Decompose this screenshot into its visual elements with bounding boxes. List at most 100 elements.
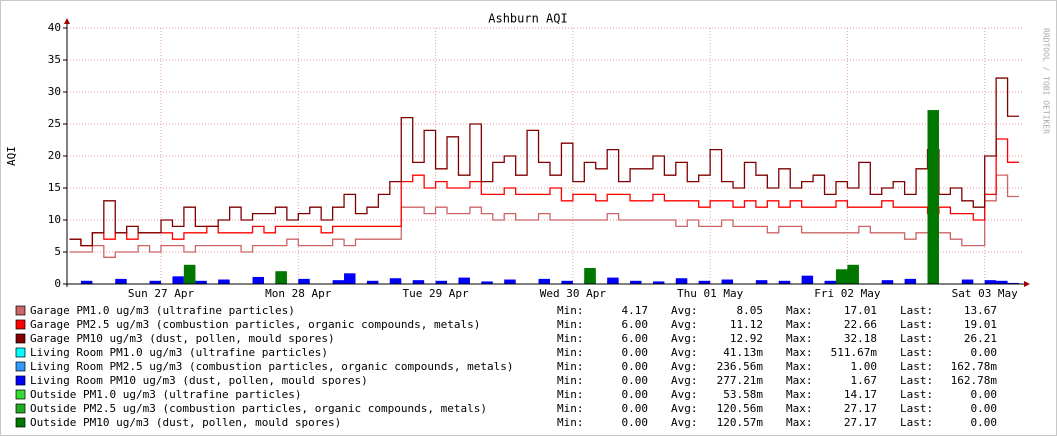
stat-label: Min: bbox=[557, 332, 584, 345]
stat-label: Avg: bbox=[671, 346, 698, 359]
stat-label: Avg: bbox=[671, 402, 698, 415]
stat-label: Last: bbox=[900, 304, 933, 317]
area-bar bbox=[458, 277, 470, 284]
stat-label: Min: bbox=[557, 360, 584, 373]
stat-value: 14.17 bbox=[844, 388, 877, 401]
area-bar bbox=[218, 279, 230, 284]
legend-swatch bbox=[15, 361, 26, 372]
y-tick-label: 10 bbox=[48, 213, 61, 226]
legend-swatch bbox=[15, 347, 26, 358]
legend-label: Garage PM1.0 ug/m3 (ultrafine particles) bbox=[30, 304, 295, 317]
stat-label: Max: bbox=[786, 374, 813, 387]
legend-swatch bbox=[15, 305, 26, 316]
stat-value: 8.05 bbox=[737, 304, 764, 317]
area-bar bbox=[755, 280, 768, 284]
stat-value: 27.17 bbox=[844, 416, 877, 429]
stat-value: 0.00 bbox=[622, 402, 649, 415]
legend-label: Living Room PM1.0 ug/m3 (ultrafine parti… bbox=[30, 346, 328, 359]
axes bbox=[64, 18, 1030, 287]
area-bar bbox=[149, 280, 162, 284]
stat-label: Avg: bbox=[671, 318, 698, 331]
area-bar bbox=[412, 280, 425, 284]
legend-label: Living Room PM2.5 ug/m3 (combustion part… bbox=[30, 360, 513, 373]
stat-label: Max: bbox=[786, 346, 813, 359]
stat-value: 0.00 bbox=[622, 374, 649, 387]
area-bar bbox=[824, 280, 836, 284]
series-line bbox=[69, 174, 1020, 258]
stat-value: 511.67m bbox=[831, 346, 878, 359]
area-bar bbox=[389, 278, 402, 284]
area-bar bbox=[961, 279, 974, 284]
chart-title: Ashburn AQI bbox=[488, 12, 567, 26]
area-bar bbox=[298, 278, 310, 284]
stat-label: Max: bbox=[786, 416, 813, 429]
area-bar bbox=[80, 280, 93, 284]
stat-value: 26.21 bbox=[964, 332, 997, 345]
stat-label: Max: bbox=[786, 360, 813, 373]
stat-value: 1.00 bbox=[851, 360, 878, 373]
stat-value: 0.00 bbox=[622, 346, 649, 359]
x-tick-label: Thu 01 May bbox=[677, 287, 744, 300]
area-bar bbox=[721, 279, 734, 284]
stat-label: Last: bbox=[900, 346, 933, 359]
y-tick-label: 0 bbox=[54, 277, 61, 290]
stat-label: Last: bbox=[900, 388, 933, 401]
area-bar bbox=[538, 278, 550, 284]
area-bar bbox=[172, 276, 184, 284]
stat-value: 236.56m bbox=[717, 360, 764, 373]
legend-label: Garage PM10 ug/m3 (dust, pollen, mould s… bbox=[30, 332, 335, 345]
x-tick-label: Fri 02 May bbox=[814, 287, 881, 300]
series-line bbox=[69, 138, 1020, 247]
stat-value: 0.00 bbox=[622, 360, 649, 373]
area-bar bbox=[801, 275, 814, 284]
legend-swatch bbox=[15, 403, 26, 414]
area-bar bbox=[675, 278, 688, 284]
stat-value: 22.66 bbox=[844, 318, 877, 331]
y-tick-label: 20 bbox=[48, 149, 61, 162]
stat-value: 277.21m bbox=[717, 374, 764, 387]
x-tick-label: Sat 03 May bbox=[952, 287, 1019, 300]
stat-value: 41.13m bbox=[723, 346, 763, 359]
area-bar bbox=[630, 280, 642, 284]
y-tick-label: 25 bbox=[48, 117, 61, 130]
area-bar bbox=[344, 273, 356, 284]
area-bar bbox=[835, 269, 848, 284]
area-bar bbox=[252, 276, 264, 284]
area-bar bbox=[904, 278, 917, 284]
stat-value: 17.01 bbox=[844, 304, 877, 317]
x-tick-label: Wed 30 Apr bbox=[540, 287, 607, 300]
stat-value: 12.92 bbox=[730, 332, 763, 345]
stat-value: 27.17 bbox=[844, 402, 877, 415]
y-axis-arrow bbox=[64, 18, 70, 24]
area-bar bbox=[561, 280, 573, 284]
area-bar bbox=[778, 280, 791, 284]
stat-value: 120.57m bbox=[717, 416, 764, 429]
x-tick-label: Mon 28 Apr bbox=[265, 287, 332, 300]
area-bar bbox=[195, 280, 207, 284]
area-bar bbox=[366, 280, 379, 284]
stat-label: Min: bbox=[557, 346, 584, 359]
stat-label: Last: bbox=[900, 374, 933, 387]
stat-label: Max: bbox=[786, 402, 813, 415]
area-bar bbox=[984, 280, 997, 284]
legend-label: Outside PM10 ug/m3 (dust, pollen, mould … bbox=[30, 416, 341, 429]
legend-swatch bbox=[15, 389, 26, 400]
legend-label: Outside PM2.5 ug/m3 (combustion particle… bbox=[30, 402, 487, 415]
x-axis-arrow bbox=[1024, 281, 1030, 287]
stat-label: Min: bbox=[557, 388, 584, 401]
stat-value: 53.58m bbox=[723, 388, 763, 401]
area-bar bbox=[481, 281, 493, 284]
x-tick-label: Tue 29 Apr bbox=[402, 287, 469, 300]
stat-value: 32.18 bbox=[844, 332, 877, 345]
stat-value: 0.00 bbox=[971, 416, 998, 429]
area-bar bbox=[504, 279, 516, 284]
legend-label: Living Room PM10 ug/m3 (dust, pollen, mo… bbox=[30, 374, 368, 387]
stat-label: Min: bbox=[557, 304, 584, 317]
stat-label: Avg: bbox=[671, 374, 698, 387]
stat-value: 0.00 bbox=[971, 402, 998, 415]
area-bar bbox=[332, 280, 345, 284]
area-bar bbox=[435, 280, 448, 284]
area-bar bbox=[183, 264, 196, 284]
stat-label: Min: bbox=[557, 402, 584, 415]
